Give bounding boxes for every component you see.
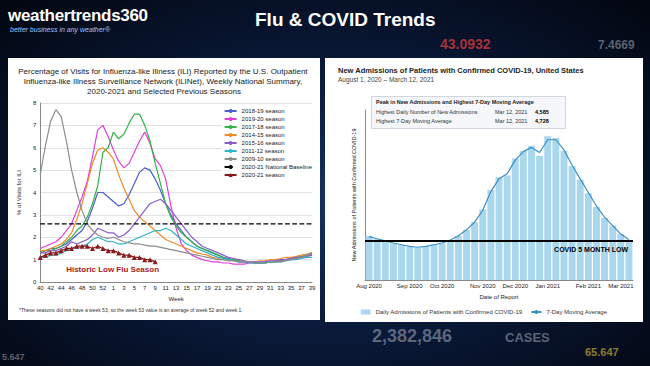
svg-text:4,728: 4,728 [535,118,549,124]
svg-text:2019-20 season: 2019-20 season [242,116,285,122]
html-text:43.0932: 43.0932 [440,36,491,52]
svg-text:Oct 2020: Oct 2020 [430,283,455,289]
html-text:65.647: 65.647 [585,346,619,358]
svg-text:5: 5 [33,167,37,173]
svg-text:Percentage of Visits for Influ: Percentage of Visits for Influenza-like … [18,67,310,76]
svg-text:33: 33 [277,285,284,291]
svg-text:Week: Week [169,296,185,302]
svg-text:August 1, 2020 – March 12, 202: August 1, 2020 – March 12, 2021 [338,76,435,84]
svg-text:19: 19 [204,285,211,291]
svg-text:3: 3 [122,285,126,291]
svg-text:25: 25 [235,285,242,291]
svg-text:New Admissions of Patients wit: New Admissions of Patients with Confirme… [338,66,584,75]
svg-text:Peak in New Admissions and Hig: Peak in New Admissions and Highest 7-Day… [376,99,534,105]
svg-text:Feb 2021: Feb 2021 [576,283,602,289]
svg-text:2015-16 season: 2015-16 season [242,140,285,146]
svg-text:2017-18 season: 2017-18 season [242,124,285,130]
svg-text:9: 9 [154,285,158,291]
svg-text:2011-12 season: 2011-12 season [242,148,285,154]
svg-text:3: 3 [33,212,37,218]
svg-text:6: 6 [33,145,37,151]
svg-text:8: 8 [33,100,37,106]
svg-text:0: 0 [32,279,37,285]
svg-text:2: 2 [33,234,37,240]
svg-text:17: 17 [194,285,201,291]
svg-text:52: 52 [100,285,107,291]
svg-text:Dec 2020: Dec 2020 [502,283,528,289]
svg-text:2014-15 season: 2014-15 season [242,132,285,138]
svg-text:15: 15 [183,285,190,291]
svg-text:37: 37 [298,285,305,291]
svg-text:Sep 2020: Sep 2020 [397,283,423,289]
svg-text:48: 48 [79,285,86,291]
svg-text:23: 23 [225,285,232,291]
svg-text:Mar 2021: Mar 2021 [608,283,634,289]
svg-text:4: 4 [33,190,37,196]
svg-text:7: 7 [143,285,147,291]
html-text:5.647: 5.647 [2,352,25,362]
svg-text:13: 13 [173,285,180,291]
svg-text:2018-19 season: 2018-19 season [242,108,285,114]
svg-text:Influenza-like Illness Surveil: Influenza-like Illness Surveillance Netw… [24,77,305,86]
svg-text:11: 11 [163,285,170,291]
svg-text:46: 46 [68,285,75,291]
svg-text:5: 5 [133,285,137,291]
svg-text:40: 40 [37,285,44,291]
svg-text:27: 27 [246,285,253,291]
svg-text:Aug 2020: Aug 2020 [356,283,382,289]
svg-text:35: 35 [288,285,295,291]
svg-text:Mar 12, 2021: Mar 12, 2021 [495,118,527,124]
svg-text:% of Visits for ILI: % of Visits for ILI [16,170,22,215]
svg-text:2020-2021 and Selected Previou: 2020-2021 and Selected Previous Seasons [87,87,241,96]
svg-text:2020-21 season: 2020-21 season [242,172,285,178]
html-text:better business in any weather: better business in any weather® [10,26,111,33]
svg-text:Historic Low Flu Season: Historic Low Flu Season [66,265,159,274]
svg-text:New Admissions of Patients wit: New Admissions of Patients with Confirme… [351,129,357,262]
html-text:7.4669: 7.4669 [598,38,635,52]
svg-text:1: 1 [112,285,116,291]
svg-text:Date of Report: Date of Report [479,294,518,300]
svg-text:COVID 5 MONTH LOW: COVID 5 MONTH LOW [554,246,628,253]
svg-text:42: 42 [47,285,54,291]
svg-text:Nov 2020: Nov 2020 [470,283,496,289]
svg-text:7-Day Moving Average: 7-Day Moving Average [546,309,607,315]
svg-text:50: 50 [89,285,96,291]
svg-text:Highest Daily Number of New Ad: Highest Daily Number of New Admissions [376,109,478,115]
svg-text:2009-10 season: 2009-10 season [242,156,285,162]
svg-text:Jan 2021: Jan 2021 [535,283,560,289]
svg-text:1: 1 [33,257,37,263]
svg-text:Mar 12, 2021: Mar 12, 2021 [495,109,527,115]
html-text:weathertrends360: weathertrends360 [8,6,148,25]
svg-text:31: 31 [267,285,274,291]
svg-text:2020-21 National Baseline: 2020-21 National Baseline [242,164,313,170]
svg-text:7: 7 [33,122,37,128]
svg-text:21: 21 [215,285,222,291]
svg-text:29: 29 [256,285,263,291]
html-text:CASES: CASES [505,330,550,345]
html-text:Flu & COVID Trends: Flu & COVID Trends [255,9,436,30]
svg-text:39: 39 [309,285,316,291]
svg-text:44: 44 [58,285,65,291]
svg-text:4,585: 4,585 [535,109,549,115]
svg-text:Highest 7-Day Moving Average: Highest 7-Day Moving Average [376,118,452,124]
svg-text:*These seasons did not have a: *These seasons did not have a week 53, s… [19,307,243,313]
svg-text:Daily Admissions of Patients w: Daily Admissions of Patients with Confir… [376,309,523,315]
html-text:2,382,846: 2,382,846 [372,326,453,346]
